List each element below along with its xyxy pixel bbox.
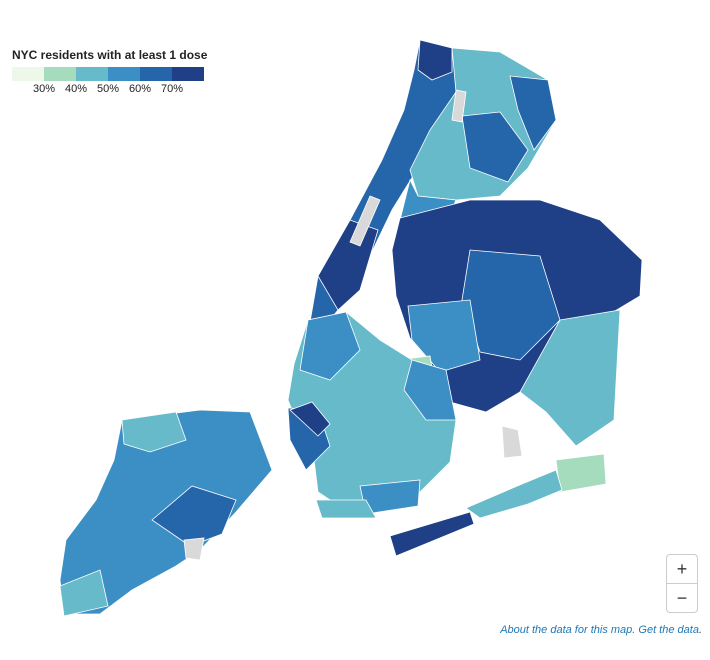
bronx-upper[interactable] xyxy=(509,75,557,151)
staten-island-south[interactable] xyxy=(59,569,109,617)
legend-swatches xyxy=(12,67,207,81)
legend-tick: 50% xyxy=(96,83,120,95)
legend-tick: 60% xyxy=(128,83,152,95)
rockaway[interactable] xyxy=(465,469,563,519)
footer-period: . xyxy=(698,624,702,636)
boroughs xyxy=(59,39,643,617)
central-park[interactable] xyxy=(349,195,381,247)
staten-island-east[interactable] xyxy=(151,485,237,547)
queens-central[interactable] xyxy=(461,249,561,361)
bronx-park[interactable] xyxy=(451,89,467,123)
legend-title: NYC residents with at least 1 dose xyxy=(12,48,208,62)
manhattan-north[interactable] xyxy=(417,39,453,81)
jfk-airport[interactable] xyxy=(501,425,523,459)
legend-swatch-4 xyxy=(140,67,172,81)
rockaway-east[interactable] xyxy=(555,453,607,493)
bronx-east[interactable] xyxy=(461,111,529,183)
legend-swatch-2 xyxy=(76,67,108,81)
brooklyn-north[interactable] xyxy=(299,311,361,381)
coney-island[interactable] xyxy=(315,499,377,519)
brooklyn-east[interactable] xyxy=(403,359,457,421)
about-data-link[interactable]: About the data for this map. xyxy=(500,624,636,636)
legend-ticks: 30% 40% 50% 60% 70% xyxy=(12,81,204,97)
zoom-in-button[interactable]: + xyxy=(676,559,688,579)
zoom-control: + − xyxy=(666,554,698,613)
get-data-link[interactable]: Get the data xyxy=(638,624,699,636)
brooklyn-northwest[interactable] xyxy=(289,401,331,437)
queens-southeast[interactable] xyxy=(519,309,621,447)
legend-swatch-3 xyxy=(108,67,140,81)
legend: NYC residents with at least 1 dose 30% 40… xyxy=(12,48,207,97)
legend-tick: 30% xyxy=(32,83,56,95)
staten-island-north[interactable] xyxy=(121,411,187,453)
zoom-out-button[interactable]: − xyxy=(667,583,697,612)
legend-swatch-0 xyxy=(12,67,44,81)
legend-tick: 40% xyxy=(64,83,88,95)
staten-island-park[interactable] xyxy=(183,537,205,561)
queens-south[interactable] xyxy=(407,299,481,373)
breezy-point[interactable] xyxy=(389,511,475,557)
manhattan-midtown[interactable] xyxy=(317,219,379,311)
legend-swatch-5 xyxy=(172,67,204,81)
legend-tick: 70% xyxy=(160,83,184,95)
legend-swatch-1 xyxy=(44,67,76,81)
footer: About the data for this map. Get the dat… xyxy=(500,624,702,636)
